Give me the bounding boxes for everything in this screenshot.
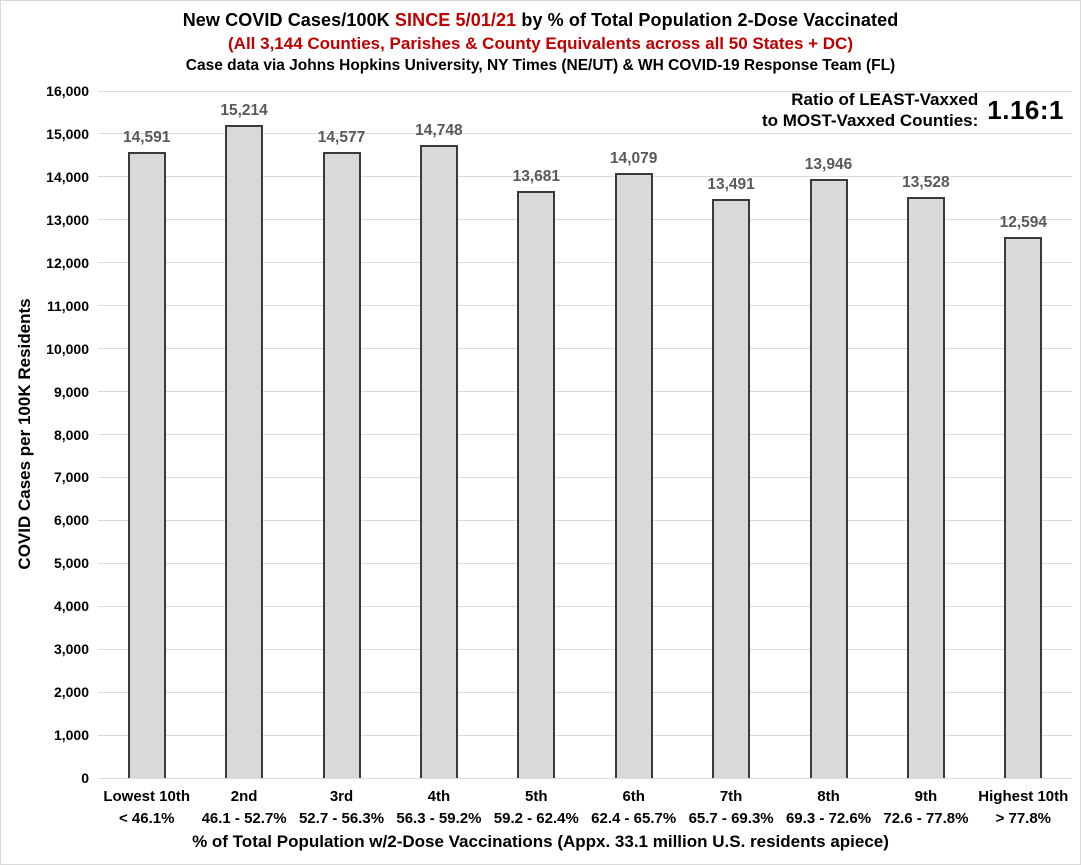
bar-value-label-10: 12,594 xyxy=(999,214,1047,232)
gridline-1000 xyxy=(98,734,1072,736)
y-tick-label-9000: 9,000 xyxy=(53,383,89,400)
x-tick-tier-7: 7th xyxy=(719,788,743,805)
y-tick-label-14000: 14,000 xyxy=(46,168,89,185)
x-tick-tier-5: 5th xyxy=(525,788,548,805)
bar-6 xyxy=(614,173,653,778)
gridline-9000 xyxy=(98,391,1072,393)
x-tick-range-7: 65.7 - 69.3% xyxy=(688,810,774,827)
bar-1 xyxy=(127,151,166,778)
gridline-12000 xyxy=(98,262,1072,264)
y-tick-label-2000: 2,000 xyxy=(53,684,89,701)
x-tick-tier-1: Lowest 10th xyxy=(103,788,191,805)
chart-title: New COVID Cases/100K SINCE 5/01/21 by % … xyxy=(1,8,1080,32)
y-tick-label-6000: 6,000 xyxy=(53,512,89,529)
y-tick-label-3000: 3,000 xyxy=(53,641,89,658)
y-tick-label-13000: 13,000 xyxy=(46,211,89,228)
x-axis-title: % of Total Population w/2-Dose Vaccinati… xyxy=(192,832,889,851)
x-tick-range-8: 69.3 - 72.6% xyxy=(785,810,872,827)
ratio-annotation: Ratio of LEAST-Vaxxed to MOST-Vaxxed Cou… xyxy=(762,89,1064,131)
gridline-7000 xyxy=(98,476,1072,478)
x-tick-range-9: 72.6 - 77.8% xyxy=(883,810,969,827)
y-tick-label-5000: 5,000 xyxy=(53,555,89,572)
bar-7 xyxy=(712,198,751,778)
x-tick-range-5: 59.2 - 62.4% xyxy=(493,810,579,827)
y-tick-label-12000: 12,000 xyxy=(46,254,89,271)
ratio-label-line1: Ratio of LEAST-Vaxxed xyxy=(791,90,979,109)
x-tick-tier-4: 4th xyxy=(427,788,451,805)
bar-value-label-1: 14,591 xyxy=(122,128,171,146)
bar-value-label-7: 13,491 xyxy=(707,175,755,193)
x-tick-range-3: 52.7 - 56.3% xyxy=(298,810,385,827)
x-tick-range-4: 56.3 - 59.2% xyxy=(396,810,482,827)
gridline-13000 xyxy=(98,219,1072,221)
bar-value-label-5: 13,681 xyxy=(512,167,560,185)
gridline-10000 xyxy=(98,348,1072,350)
y-tick-label-8000: 8,000 xyxy=(53,426,89,443)
chart-header: New COVID Cases/100K SINCE 5/01/21 by % … xyxy=(1,8,1080,77)
gridline-8000 xyxy=(98,434,1072,435)
chart-title-prefix: New COVID Cases/100K xyxy=(182,10,395,30)
x-tick-tier-8: 8th xyxy=(817,788,840,805)
bar-2 xyxy=(225,124,264,778)
x-tick-range-1: < 46.1% xyxy=(118,810,175,827)
bar-10 xyxy=(1004,237,1043,778)
bar-4 xyxy=(419,144,458,778)
bar-value-label-8: 13,946 xyxy=(804,156,853,174)
bar-value-label-9: 13,528 xyxy=(902,174,950,192)
gridline-5000 xyxy=(98,562,1072,564)
y-tick-label-7000: 7,000 xyxy=(53,469,89,486)
bar-8 xyxy=(809,179,848,778)
y-tick-label-15000: 15,000 xyxy=(46,125,89,142)
chart-source-line: Case data via Johns Hopkins University, … xyxy=(185,57,896,74)
x-tick-tier-9: 9th xyxy=(914,788,938,805)
y-tick-label-10000: 10,000 xyxy=(46,340,89,357)
gridline-0 xyxy=(98,777,1072,779)
gridline-2000 xyxy=(98,691,1072,693)
x-tick-tier-2: 2nd xyxy=(230,788,258,805)
x-tick-range-6: 62.4 - 65.7% xyxy=(591,810,677,827)
bar-value-label-3: 14,577 xyxy=(317,129,366,147)
bar-value-label-2: 15,214 xyxy=(220,101,268,119)
y-tick-label-11000: 11,000 xyxy=(46,297,89,314)
gridline-6000 xyxy=(98,519,1072,521)
gridline-4000 xyxy=(98,605,1072,607)
gridline-3000 xyxy=(98,648,1072,650)
gridline-14000 xyxy=(98,176,1072,178)
y-tick-label-0: 0 xyxy=(81,770,89,786)
x-tick-range-2: 46.1 - 52.7% xyxy=(201,810,287,827)
y-tick-label-1000: 1,000 xyxy=(53,727,89,744)
ratio-annotation-value: 1.16:1 xyxy=(987,94,1064,125)
bar-9 xyxy=(906,197,945,778)
chart-subtitle: (All 3,144 Counties, Parishes & County E… xyxy=(228,34,853,53)
x-tick-range-10: > 77.8% xyxy=(995,810,1052,827)
bar-5 xyxy=(517,190,556,778)
bar-3 xyxy=(322,152,361,778)
chart-title-highlight: SINCE 5/01/21 xyxy=(394,10,517,30)
plot-area: 14,591 15,214 14,577 14,748 13,681 14,079 13,4… xyxy=(98,90,1072,779)
chart-title-suffix: by % of Total Population 2-Dose Vaccinat… xyxy=(516,10,899,30)
y-tick-label-16000: 16,000 xyxy=(46,83,89,99)
gridline-16000 xyxy=(98,90,1072,92)
x-tick-tier-3: 3rd xyxy=(329,788,354,805)
bar-value-label-6: 14,079 xyxy=(609,150,658,168)
gridline-11000 xyxy=(98,305,1072,307)
gridline-15000 xyxy=(98,133,1072,135)
ratio-label-line2: to MOST-Vaxxed Counties: xyxy=(761,111,979,130)
x-tick-tier-6: 6th xyxy=(622,788,645,805)
y-tick-label-4000: 4,000 xyxy=(53,598,89,615)
x-tick-tier-10: Highest 10th xyxy=(978,788,1069,805)
ratio-annotation-label: Ratio of LEAST-Vaxxed to MOST-Vaxxed Cou… xyxy=(762,89,978,131)
bar-value-label-4: 14,748 xyxy=(415,121,463,139)
